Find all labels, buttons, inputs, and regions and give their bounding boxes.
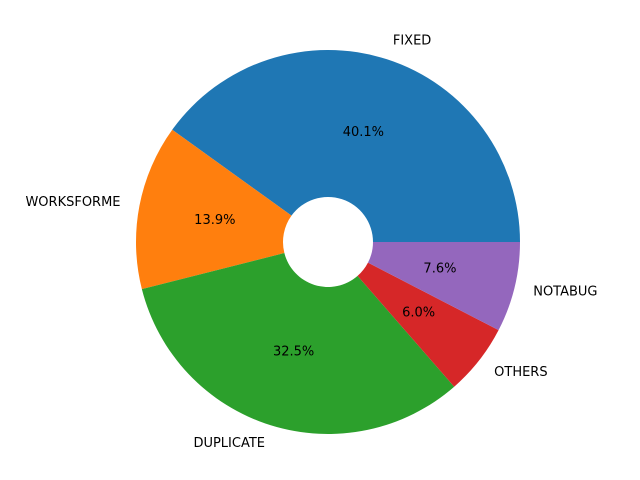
slice-label: OTHERS (494, 365, 547, 380)
slice-label: FIXED (393, 34, 431, 49)
value-label: 32.5% (273, 344, 314, 359)
value-label: 7.6% (423, 262, 456, 277)
value-label: 13.9% (194, 213, 235, 228)
pie-slice (141, 253, 455, 435)
pie-slice (367, 242, 520, 331)
value-label: 40.1% (343, 125, 384, 140)
slice-label: DUPLICATE (193, 436, 265, 451)
pie-slice (172, 49, 520, 242)
pie-slice (136, 129, 292, 290)
slice-label: WORKSFORME (25, 195, 120, 210)
pie-slice (357, 262, 499, 387)
slice-label: NOTABUG (533, 284, 597, 299)
value-label: 6.0% (402, 306, 435, 321)
